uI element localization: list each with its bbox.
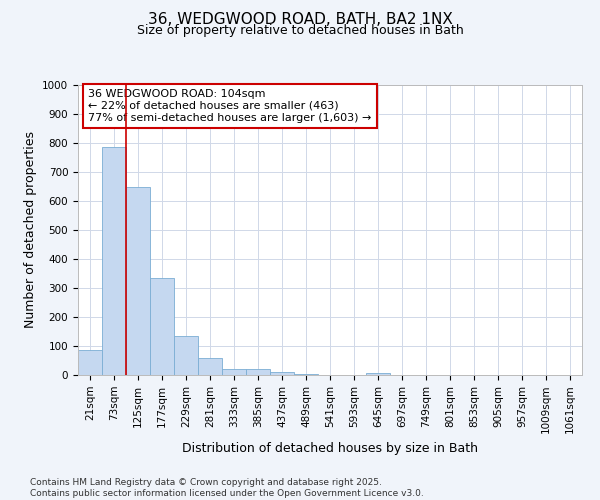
Bar: [246, 369, 270, 375]
Bar: [102, 148, 126, 375]
Text: 36, WEDGWOOD ROAD, BATH, BA2 1NX: 36, WEDGWOOD ROAD, BATH, BA2 1NX: [148, 12, 452, 28]
Y-axis label: Number of detached properties: Number of detached properties: [23, 132, 37, 328]
Bar: [126, 187, 150, 375]
Bar: [222, 368, 246, 375]
Bar: [78, 350, 102, 375]
Bar: [294, 374, 318, 375]
Text: 36 WEDGWOOD ROAD: 104sqm
← 22% of detached houses are smaller (463)
77% of semi-: 36 WEDGWOOD ROAD: 104sqm ← 22% of detach…: [88, 90, 371, 122]
X-axis label: Distribution of detached houses by size in Bath: Distribution of detached houses by size …: [182, 442, 478, 454]
Bar: [366, 372, 390, 375]
Bar: [270, 372, 294, 375]
Bar: [198, 358, 222, 375]
Bar: [174, 336, 198, 375]
Text: Contains HM Land Registry data © Crown copyright and database right 2025.
Contai: Contains HM Land Registry data © Crown c…: [30, 478, 424, 498]
Text: Size of property relative to detached houses in Bath: Size of property relative to detached ho…: [137, 24, 463, 37]
Bar: [150, 278, 174, 375]
